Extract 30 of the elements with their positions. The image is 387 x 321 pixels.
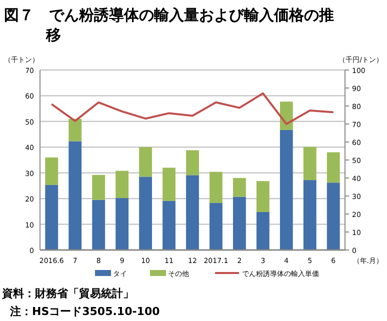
bar xyxy=(139,176,152,250)
chart-title: 図７ でん粉誘導体の輸入量および輸入価格の推移 xyxy=(4,6,334,44)
bar xyxy=(162,200,176,250)
bar xyxy=(280,130,293,250)
bar xyxy=(45,157,58,185)
bar xyxy=(326,152,340,183)
line-series xyxy=(50,92,334,125)
bar xyxy=(116,198,129,250)
bar xyxy=(256,212,270,250)
text: 注：HSコード3505.10-100 xyxy=(9,305,160,318)
bar xyxy=(116,170,129,198)
bar xyxy=(233,196,246,250)
bar xyxy=(303,146,316,180)
bar xyxy=(139,147,152,177)
bar xyxy=(233,178,246,197)
text: 資料：財務省「貿易統計」 xyxy=(1,287,134,300)
bar xyxy=(45,184,58,250)
bar xyxy=(186,150,199,176)
bar xyxy=(68,141,82,250)
bar xyxy=(256,181,270,212)
bar xyxy=(326,182,340,250)
bar xyxy=(92,174,106,200)
bar xyxy=(210,172,222,203)
bar xyxy=(68,118,82,142)
bar xyxy=(210,202,222,250)
bar xyxy=(280,102,293,130)
bar xyxy=(162,168,176,201)
bar xyxy=(92,200,106,250)
bar xyxy=(303,180,316,250)
bar xyxy=(186,175,199,250)
